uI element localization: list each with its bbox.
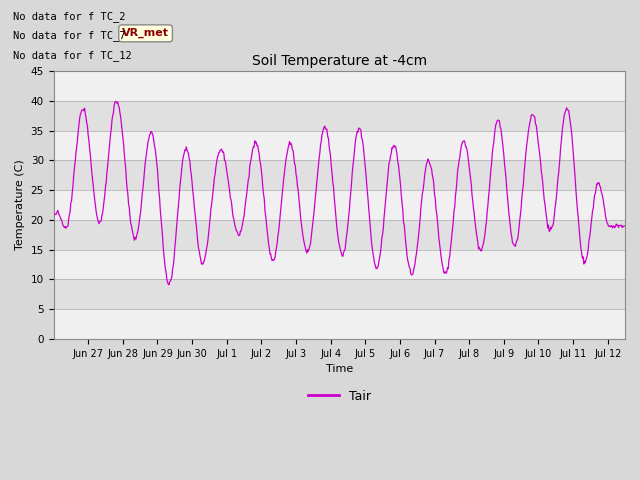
Bar: [54, 131, 625, 160]
Bar: [54, 309, 625, 339]
Text: VR_met: VR_met: [122, 28, 169, 38]
X-axis label: Time: Time: [326, 364, 353, 374]
Text: No data for f TC_2: No data for f TC_2: [13, 11, 125, 22]
Bar: [54, 190, 625, 220]
Bar: [54, 71, 625, 101]
Text: No data for f TC_12: No data for f TC_12: [13, 49, 132, 60]
Bar: [54, 250, 625, 279]
Title: Soil Temperature at -4cm: Soil Temperature at -4cm: [252, 55, 427, 69]
Bar: [54, 279, 625, 309]
Text: No data for f TC_7: No data for f TC_7: [13, 30, 125, 41]
Bar: [54, 220, 625, 250]
Y-axis label: Temperature (C): Temperature (C): [15, 160, 25, 251]
Legend: Tair: Tair: [303, 385, 376, 408]
Bar: [54, 160, 625, 190]
Bar: [54, 101, 625, 131]
